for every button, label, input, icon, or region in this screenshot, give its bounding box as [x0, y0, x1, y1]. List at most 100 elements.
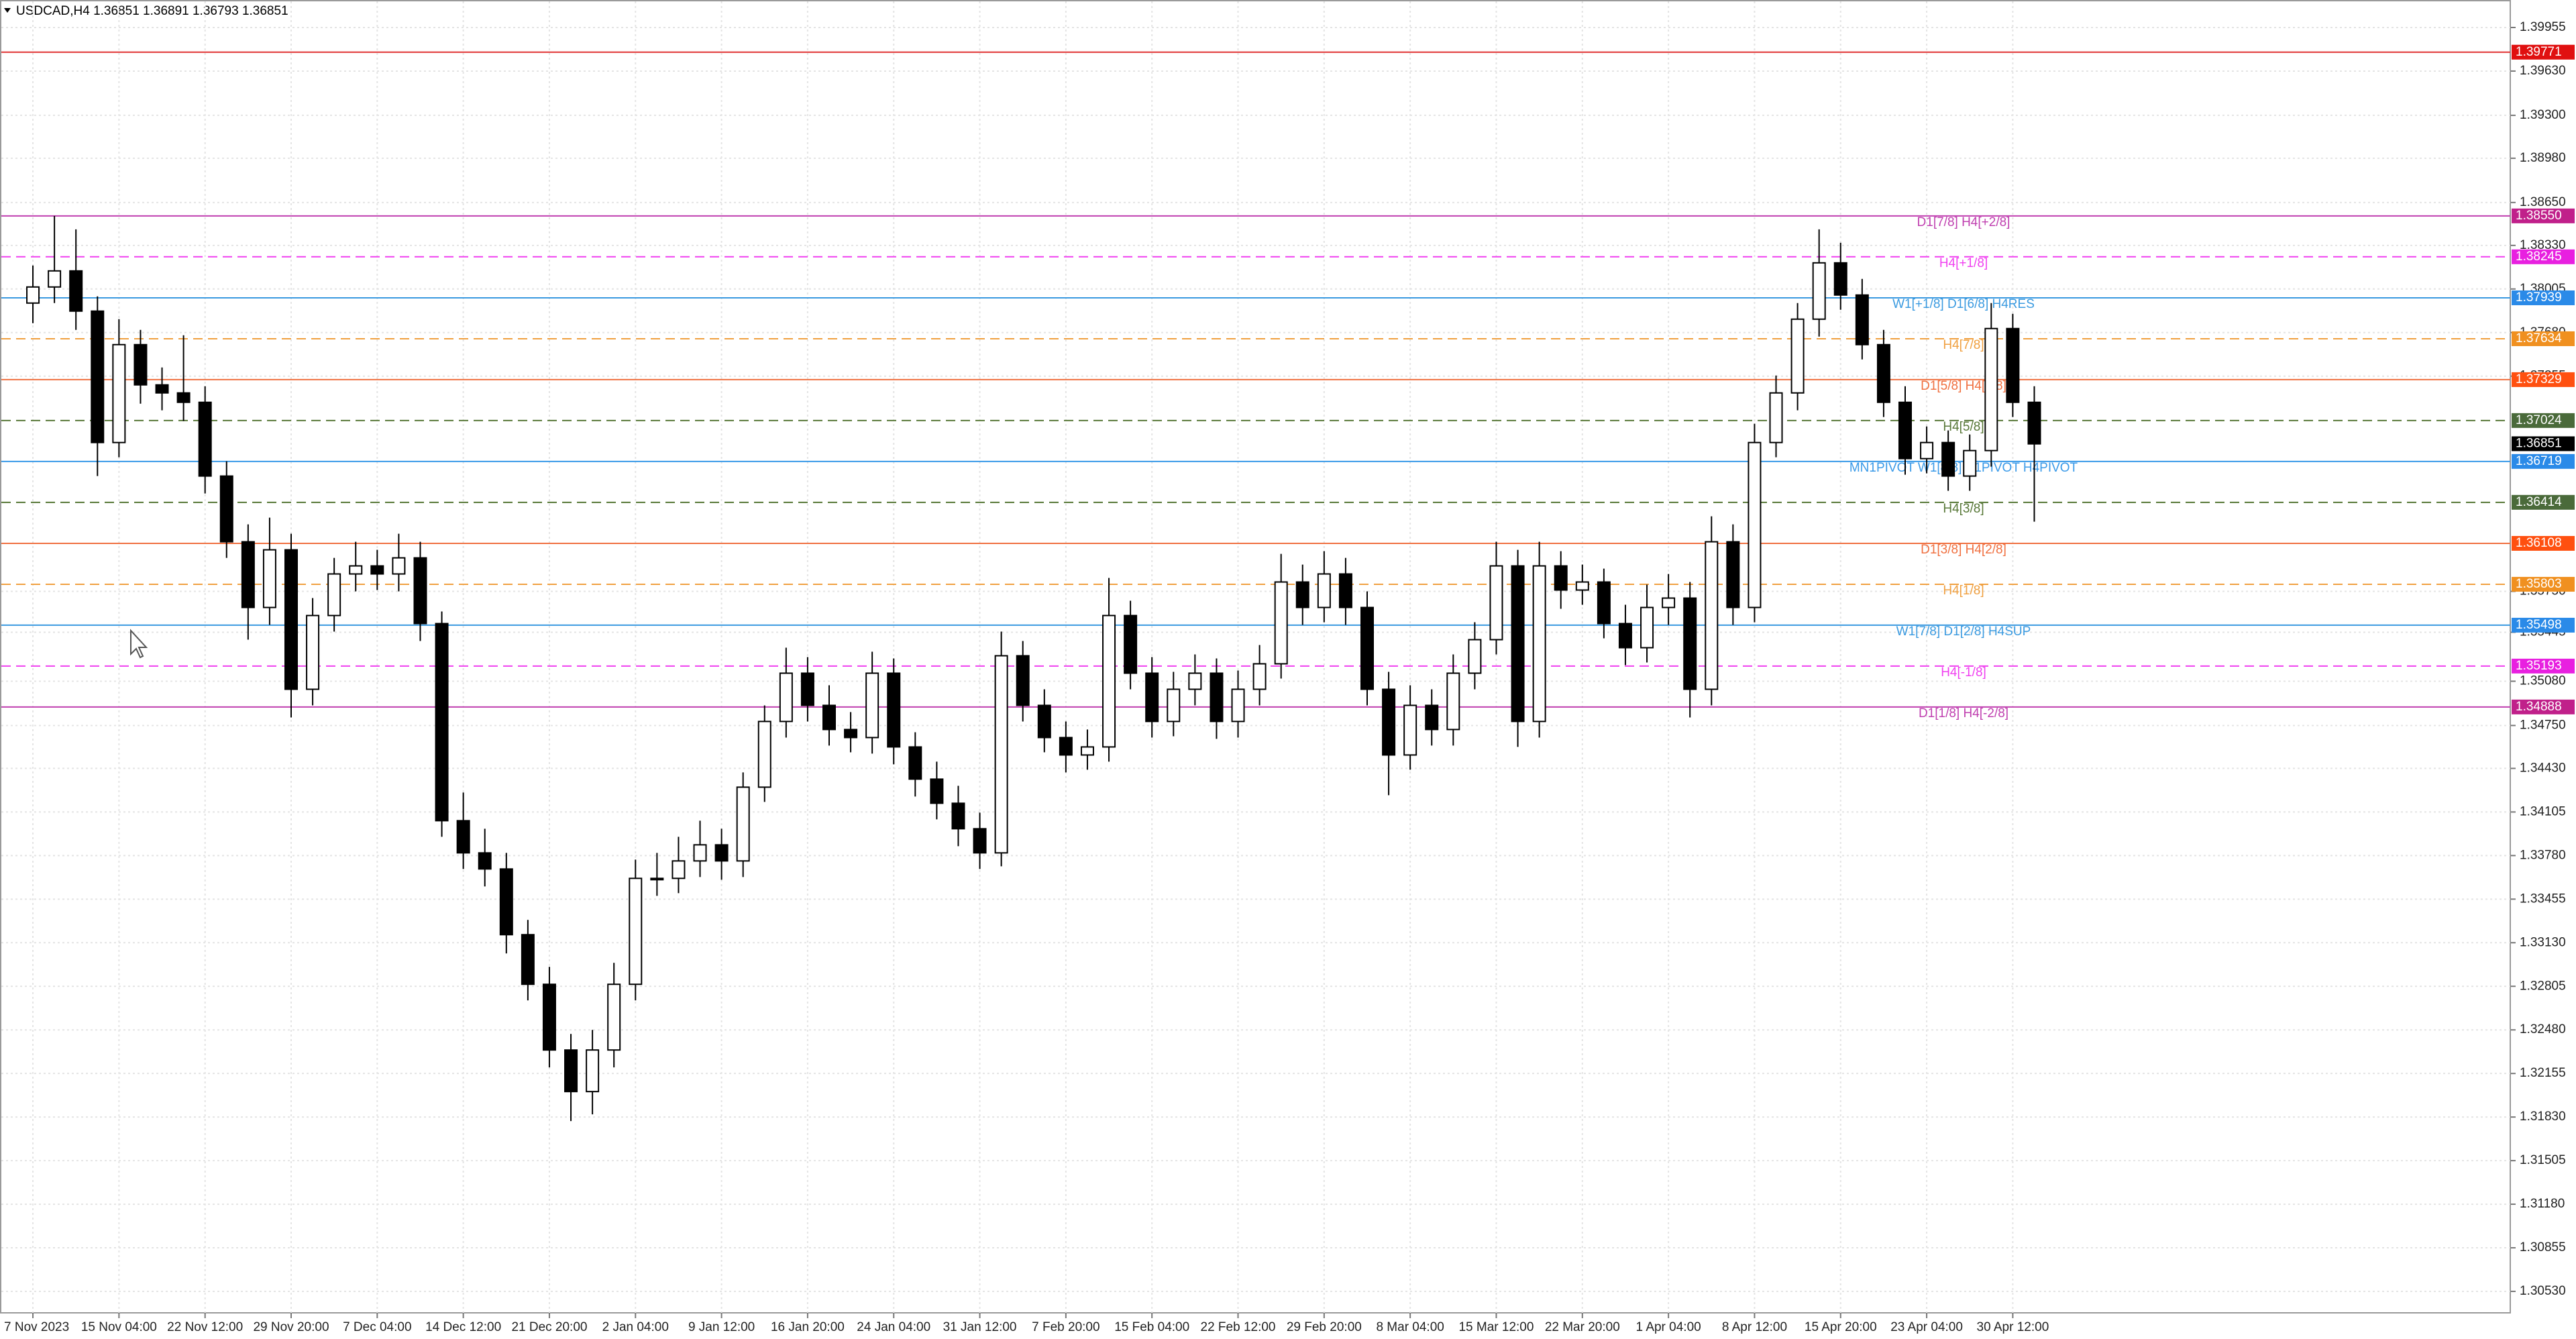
x-tick-label: 7 Feb 20:00 [1032, 1320, 1099, 1334]
level-price-label: 1.34888 [2516, 700, 2562, 714]
candle-body [887, 672, 901, 748]
x-tick-label: 15 Mar 12:00 [1458, 1320, 1534, 1334]
candle-body [1662, 597, 1676, 608]
candle-body [930, 778, 944, 804]
y-tick-label: 1.34430 [2520, 761, 2566, 775]
level-text: H4[-1/8] [1941, 665, 1986, 680]
level-text: H4[+1/8] [1939, 256, 1988, 270]
candle-body [607, 983, 621, 1051]
candle-body [1231, 688, 1245, 722]
y-tick-label: 1.33780 [2520, 848, 2566, 862]
level-text: D1[1/8] H4[-2/8] [1919, 706, 2008, 720]
level-text: H4[3/8] [1943, 502, 1984, 516]
y-tick-label: 1.30855 [2520, 1240, 2566, 1254]
candle-body [1124, 614, 1138, 674]
candle-body [822, 704, 836, 731]
level-text: W1[+1/8] D1[6/8] H4RES [1892, 297, 2035, 311]
candle-body [456, 820, 470, 854]
chart-title: USDCAD,H4 1.36851 1.36891 1.36793 1.3685… [16, 4, 288, 18]
level-price-box [2512, 249, 2575, 264]
level-price-label: 1.35193 [2516, 659, 2562, 673]
y-tick-label: 1.39300 [2520, 108, 2566, 122]
candle-body [1640, 606, 1654, 649]
x-tick-label: 8 Mar 04:00 [1376, 1320, 1444, 1334]
candle-body [262, 549, 276, 608]
level-price-label: 1.39771 [2516, 45, 2562, 59]
candle-body [1618, 623, 1632, 649]
y-tick-label: 1.31830 [2520, 1110, 2566, 1124]
candle-body [176, 392, 191, 403]
candle-body [800, 672, 814, 706]
candle-body [779, 672, 793, 722]
level-price-box [2512, 535, 2575, 551]
level-price-label: 1.36108 [2516, 536, 2562, 550]
candle-body [1295, 581, 1309, 608]
level-price-label: 1.37634 [2516, 331, 2562, 345]
candle-body [1037, 704, 1051, 739]
level-price-box [2512, 617, 2575, 633]
level-price-box [2512, 699, 2575, 714]
level-price-box [2512, 44, 2575, 60]
level-price-box [2512, 576, 2575, 592]
y-tick-label: 1.32805 [2520, 979, 2566, 993]
level-price-label: 1.36719 [2516, 454, 2562, 468]
level-price-box [2512, 372, 2575, 387]
candle-body [1748, 441, 1762, 608]
candle-body [1920, 441, 1934, 460]
x-tick-label: 24 Jan 04:00 [857, 1320, 930, 1334]
level-text: D1[7/8] H4[+2/8] [1917, 215, 2010, 229]
candle-body [284, 549, 298, 690]
y-tick-label: 1.39630 [2520, 64, 2566, 78]
level-price-label: 1.36414 [2516, 495, 2562, 509]
candle-body [1403, 704, 1417, 756]
level-price-label: 1.35498 [2516, 618, 2562, 632]
candle-body [1274, 581, 1288, 665]
level-price-box [2512, 658, 2575, 674]
level-price-label: 1.38245 [2516, 250, 2562, 264]
y-tick-label: 1.38980 [2520, 151, 2566, 165]
candle-body [499, 868, 513, 936]
x-tick-label: 31 Jan 12:00 [943, 1320, 1017, 1334]
level-price-box [2512, 290, 2575, 305]
candle-body [1941, 441, 1955, 477]
candle-body [241, 541, 255, 608]
candle-body [1963, 449, 1977, 477]
levels: D1[7/8] H4[+2/8] H4[+1/8] W1[+1/8] D1[6/8]… [1, 51, 2510, 720]
candle-body [1080, 746, 1094, 756]
candle-body [1059, 737, 1073, 756]
candle-body [1511, 565, 1525, 722]
candle-body [198, 401, 212, 477]
candle-body [2027, 401, 2041, 445]
x-tick-label: 29 Feb 20:00 [1287, 1320, 1362, 1334]
x-tick-label: 1 Apr 04:00 [1636, 1320, 1701, 1334]
candle-body [1102, 614, 1116, 748]
x-tick-label: 7 Nov 2023 [4, 1320, 69, 1334]
x-tick-label: 15 Nov 04:00 [81, 1320, 157, 1334]
x-tick-label: 29 Nov 20:00 [253, 1320, 329, 1334]
candle-body [1597, 581, 1611, 625]
candle-body [973, 828, 987, 854]
level-price-box [2512, 331, 2575, 346]
level-price-box [2512, 494, 2575, 510]
candle-body [155, 384, 169, 394]
last-price-box [2512, 436, 2575, 451]
candle-body [112, 343, 126, 443]
y-tick-label: 1.34750 [2520, 718, 2566, 732]
level-price-box [2512, 413, 2575, 428]
candle-body [1898, 401, 1912, 460]
level-price-label: 1.38550 [2516, 209, 2562, 223]
x-tick-label: 22 Feb 12:00 [1201, 1320, 1276, 1334]
candle-body [1984, 327, 1998, 451]
level-price-box [2512, 208, 2575, 223]
candle-body [413, 557, 427, 625]
candle-body [1188, 672, 1202, 690]
candle-body [564, 1049, 578, 1093]
candle-body [435, 623, 449, 822]
candles [26, 215, 2041, 1122]
level-text: H4[7/8] [1943, 338, 1984, 352]
y-tick-label: 1.35080 [2520, 674, 2566, 688]
candle-body [629, 877, 643, 985]
candle-body [219, 475, 233, 543]
candle-body [306, 614, 320, 690]
